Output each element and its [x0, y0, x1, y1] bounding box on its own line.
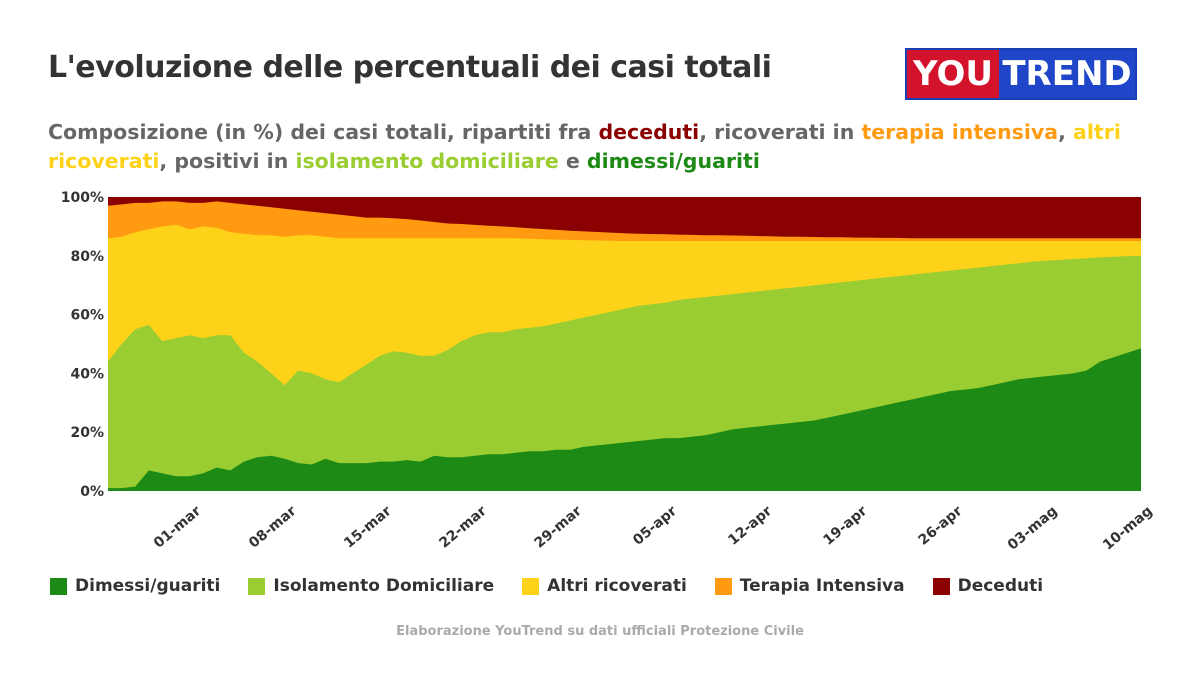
- y-tick-label: 80%: [70, 249, 104, 265]
- subtitle-part: ,: [1058, 120, 1074, 144]
- subtitle-part: Composizione (in %) dei casi totali, rip…: [48, 120, 599, 144]
- x-tick-label: 10-mag: [1100, 503, 1156, 553]
- logo-you: YOU: [907, 50, 999, 98]
- subtitle-part: dimessi/guariti: [586, 149, 760, 173]
- x-tick-label: 08-mar: [246, 503, 299, 551]
- x-tick-label: 01-mar: [151, 503, 204, 551]
- legend-swatch: [932, 577, 950, 595]
- y-tick-label: 0%: [80, 484, 104, 500]
- legend-swatch: [248, 577, 266, 595]
- chart-title: L'evoluzione delle percentuali dei casi …: [48, 50, 772, 85]
- y-tick-label: 40%: [70, 366, 104, 382]
- legend-label: Deceduti: [957, 576, 1044, 596]
- x-tick-label: 26-apr: [916, 503, 966, 549]
- x-tick-label: 22-mar: [436, 503, 489, 551]
- x-tick-label: 05-apr: [630, 503, 680, 549]
- chart-legend: Dimessi/guariti Isolamento Domiciliare Alt…: [50, 576, 1043, 596]
- area-dimessi-guariti: [108, 348, 1141, 491]
- x-tick-label: 12-apr: [725, 503, 775, 549]
- x-tick-label: 15-mar: [341, 503, 394, 551]
- x-tick-label: 19-apr: [820, 503, 870, 549]
- legend-label: Terapia Intensiva: [739, 576, 905, 596]
- legend-label: Dimessi/guariti: [75, 576, 221, 596]
- subtitle-part: isolamento domiciliare: [295, 149, 559, 173]
- legend-item: Terapia Intensiva: [714, 576, 905, 596]
- legend-item: Dimessi/guariti: [50, 576, 220, 596]
- legend-swatch: [714, 577, 732, 595]
- x-tick-label: 03-mag: [1005, 503, 1061, 553]
- subtitle-part: altri ricoverati: [48, 120, 1121, 173]
- subtitle-part: terapia intensiva: [861, 120, 1059, 144]
- logo-trend: TREND: [999, 50, 1135, 98]
- youtrend-logo: YOU TREND: [905, 48, 1137, 100]
- source-note: Elaborazione YouTrend su dati ufficiali …: [396, 624, 804, 639]
- legend-label: Isolamento Domiciliare: [273, 576, 495, 596]
- legend-item: Altri ricoverati: [522, 576, 687, 596]
- x-tick-label: 29-mar: [532, 503, 585, 551]
- legend-item: Deceduti: [932, 576, 1044, 596]
- subtitle-part: , positivi in: [159, 149, 296, 173]
- stacked-area-chart: 0% 20% 40% 60% 80% 100% 01-mar 08-mar 15-mar 22-m…: [61, 190, 1156, 554]
- subtitle-part: deceduti: [598, 120, 700, 144]
- y-tick-label: 20%: [70, 425, 104, 441]
- y-tick-label: 100%: [61, 190, 104, 206]
- legend-swatch: [522, 577, 540, 595]
- legend-swatch: [50, 577, 67, 595]
- subtitle-part: e: [558, 149, 587, 173]
- y-tick-label: 60%: [70, 308, 104, 324]
- subtitle-part: , ricoverati in: [699, 120, 862, 144]
- chart-subtitle: Composizione (in %) dei casi totali, rip…: [48, 118, 1148, 176]
- legend-item: Isolamento Domiciliare: [248, 576, 494, 596]
- legend-label: Altri ricoverati: [547, 576, 687, 596]
